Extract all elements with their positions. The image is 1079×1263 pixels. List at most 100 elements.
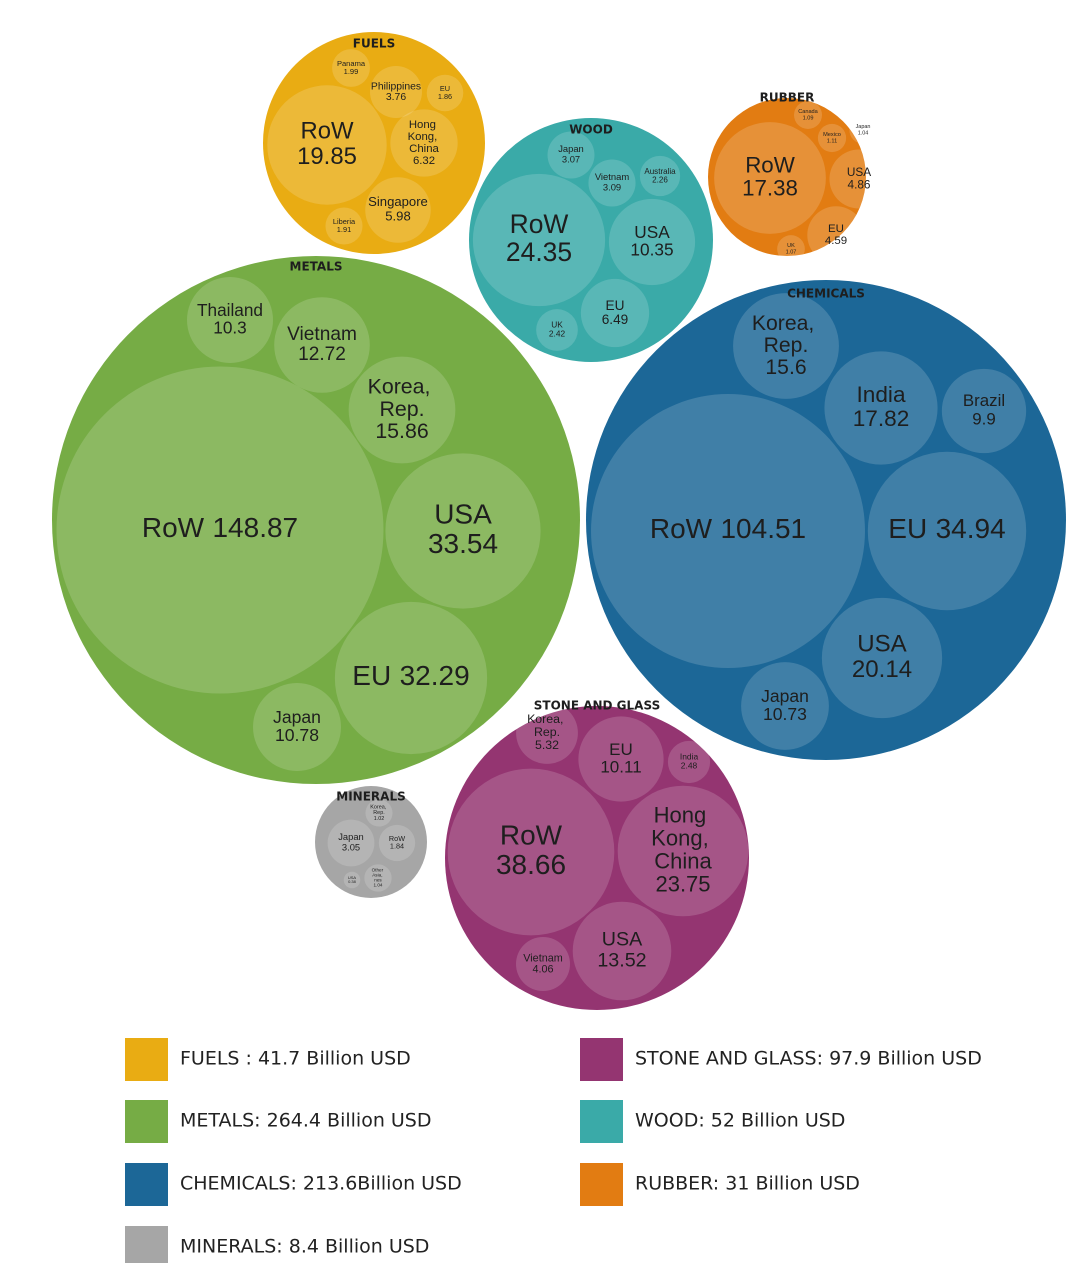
bubble-value: 34.94 xyxy=(936,513,1006,544)
bubble-name: Mexico xyxy=(823,133,841,139)
group-label: CHEMICALS xyxy=(787,287,865,301)
legend-label: CHEMICALS: 213.6Billion USD xyxy=(180,1173,462,1195)
bubble-value: 1.04 xyxy=(858,130,869,136)
group-bubble xyxy=(469,118,713,362)
group-bubble xyxy=(708,98,866,256)
bubble xyxy=(516,702,578,764)
bubble-value: 12.72 xyxy=(298,344,346,365)
bubble xyxy=(348,356,456,464)
bubble-name: EU xyxy=(888,513,927,544)
bubble-value: 19.85 xyxy=(297,143,357,170)
bubble-name: EU xyxy=(606,297,625,312)
bubble-name: Australia xyxy=(644,167,676,176)
bubble-value: 104.51 xyxy=(720,513,806,544)
legend-label: RUBBER: 31 Billion USD xyxy=(635,1173,860,1195)
group-bubble xyxy=(263,32,485,254)
bubble-value: 1.02 xyxy=(374,816,385,822)
bubble-value: 10.3 xyxy=(213,318,246,338)
bubble xyxy=(588,159,636,207)
bubble xyxy=(327,819,375,867)
bubble xyxy=(378,824,416,862)
bubble-name: Liberia xyxy=(333,217,356,226)
bubble-name: India xyxy=(856,382,905,407)
bubble-value: 6.32 xyxy=(413,155,435,167)
bubble-label: RoW 104.51 xyxy=(650,513,806,544)
bubble xyxy=(267,85,387,205)
group-label: RUBBER xyxy=(760,91,815,105)
bubble-name: Japan xyxy=(856,125,871,131)
bubble-value: 38.66 xyxy=(496,849,566,880)
bubble xyxy=(332,49,370,87)
bubble xyxy=(364,864,392,892)
group-bubble xyxy=(586,280,1066,760)
bubble xyxy=(941,368,1027,454)
bubble-value: 1.07 xyxy=(786,249,797,255)
legend-label: FUELS : 41.7 Billion USD xyxy=(180,1048,411,1070)
bubble xyxy=(807,206,865,264)
bubble-value: 17.82 xyxy=(853,406,910,431)
bubble-name: India xyxy=(680,752,699,762)
group-label: WOOD xyxy=(569,123,613,137)
bubble-name: Korea, Rep. xyxy=(368,374,437,420)
group-bubble xyxy=(445,706,749,1010)
bubble-value: 0.38 xyxy=(348,879,357,884)
bubble xyxy=(821,597,943,719)
bubble xyxy=(591,394,865,668)
bubble xyxy=(867,451,1027,611)
bubble xyxy=(580,278,650,348)
bubble xyxy=(447,768,615,936)
bubble-value: 33.54 xyxy=(428,528,498,559)
bubble-label: RoW 148.87 xyxy=(142,512,298,543)
bubble xyxy=(515,936,571,992)
legend-swatch xyxy=(125,1100,168,1143)
bubble-name: USA xyxy=(847,165,871,179)
bubble-name: Panama xyxy=(337,59,366,68)
bubble-value: 6.49 xyxy=(602,312,629,327)
bubble-name: Vietnam xyxy=(595,172,630,183)
bubble-value: 10.11 xyxy=(600,757,641,776)
bubble xyxy=(365,799,393,827)
bubble-name: UK xyxy=(787,244,795,250)
bubble-name: Singapore xyxy=(368,195,428,210)
bubble-name: Japan xyxy=(338,833,364,843)
bubble-name: USA xyxy=(348,875,357,880)
legend-swatch xyxy=(125,1038,168,1081)
bubble-value: 32.29 xyxy=(400,660,470,691)
bubble-value: 3.09 xyxy=(603,181,621,192)
bubble-name: Korea, Rep. xyxy=(370,805,387,817)
legend-label: METALS: 264.4 Billion USD xyxy=(180,1110,432,1132)
bubble xyxy=(849,116,877,144)
bubble-name: RoW xyxy=(510,209,569,239)
bubble-value: 10.35 xyxy=(630,240,673,260)
bubble-label: EU 32.29 xyxy=(352,660,469,691)
bubble-name: Vietnam xyxy=(287,324,357,345)
bubble-value: 3.07 xyxy=(562,153,580,164)
bubble xyxy=(824,351,938,465)
bubble-value: 20.14 xyxy=(852,656,912,683)
bubble xyxy=(547,131,595,179)
bubble-value: 15.86 xyxy=(375,419,428,443)
bubble-name: RoW xyxy=(389,834,405,843)
bubble-value: 1.91 xyxy=(337,225,351,234)
bubble-name: Hong Kong, China xyxy=(651,802,715,873)
bubble xyxy=(334,601,488,755)
legend-label: MINERALS: 8.4 Billion USD xyxy=(180,1236,429,1258)
bubble-name: UK xyxy=(551,320,563,330)
bubble xyxy=(817,123,847,153)
bubble-value: 4.86 xyxy=(848,177,871,191)
bubble-value: 5.32 xyxy=(535,738,559,752)
bubble-value: 5.98 xyxy=(385,208,410,223)
bubble xyxy=(365,177,431,243)
bubble xyxy=(186,276,274,364)
bubble xyxy=(472,173,606,307)
bubble-value: 10.73 xyxy=(763,704,807,724)
bubble xyxy=(325,207,363,245)
bubble-name: USA xyxy=(634,221,670,241)
bubble xyxy=(714,122,826,234)
bubble-name: Philippines xyxy=(371,81,421,92)
group-bubble xyxy=(315,786,427,898)
bubble-value: 1.99 xyxy=(344,67,359,76)
bubble xyxy=(572,901,672,1001)
legend-swatch xyxy=(580,1100,623,1143)
